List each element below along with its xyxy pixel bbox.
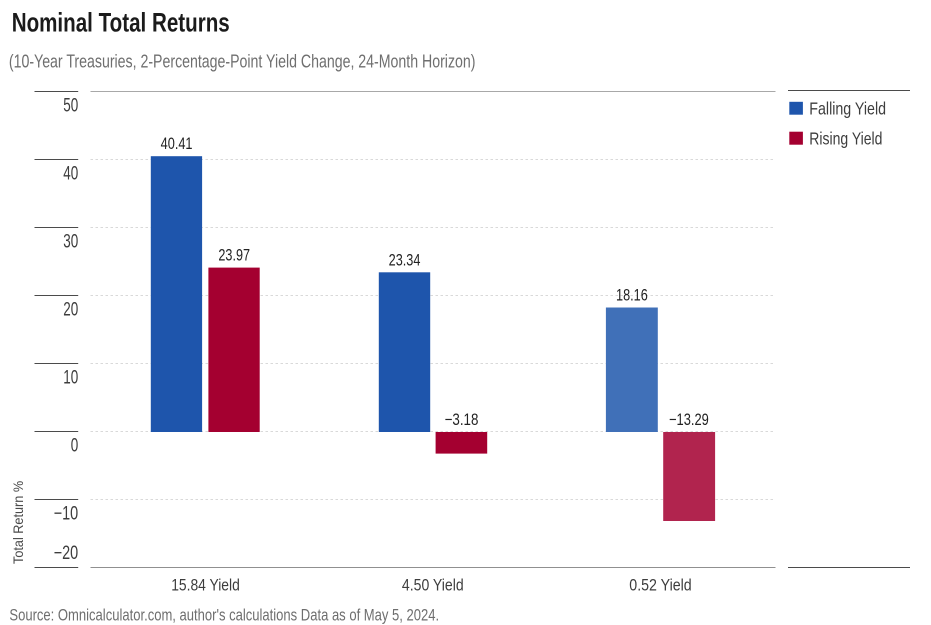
svg-text:0.52 Yield: 0.52 Yield [629,576,691,594]
svg-text:−10: −10 [54,503,78,524]
svg-text:(10-Year Treasuries, 2-Percent: (10-Year Treasuries, 2-Percentage-Point … [9,50,476,71]
svg-text:−3.18: −3.18 [445,410,479,429]
svg-text:0: 0 [71,435,79,456]
svg-text:40: 40 [63,163,78,184]
svg-text:40.41: 40.41 [161,136,193,154]
svg-text:20: 20 [63,299,78,320]
svg-text:15.84 Yield: 15.84 Yield [171,576,240,595]
svg-text:50: 50 [63,95,78,116]
svg-text:Nominal Total Returns: Nominal Total Returns [12,8,230,38]
svg-text:Total Return %: Total Return % [10,481,26,564]
svg-text:18.16: 18.16 [616,287,648,305]
svg-text:4.50 Yield: 4.50 Yield [402,576,464,595]
svg-text:−20: −20 [54,542,78,563]
svg-text:Source: Omnicalculator.com, au: Source: Omnicalculator.com, author's cal… [9,607,439,625]
svg-text:30: 30 [63,231,78,252]
svg-text:23.34: 23.34 [389,252,421,270]
svg-text:Falling Yield: Falling Yield [809,99,886,119]
svg-text:10: 10 [63,367,78,388]
svg-text:Rising Yield: Rising Yield [809,129,882,149]
svg-text:23.97: 23.97 [218,247,250,265]
svg-text:−13.29: −13.29 [669,411,709,429]
